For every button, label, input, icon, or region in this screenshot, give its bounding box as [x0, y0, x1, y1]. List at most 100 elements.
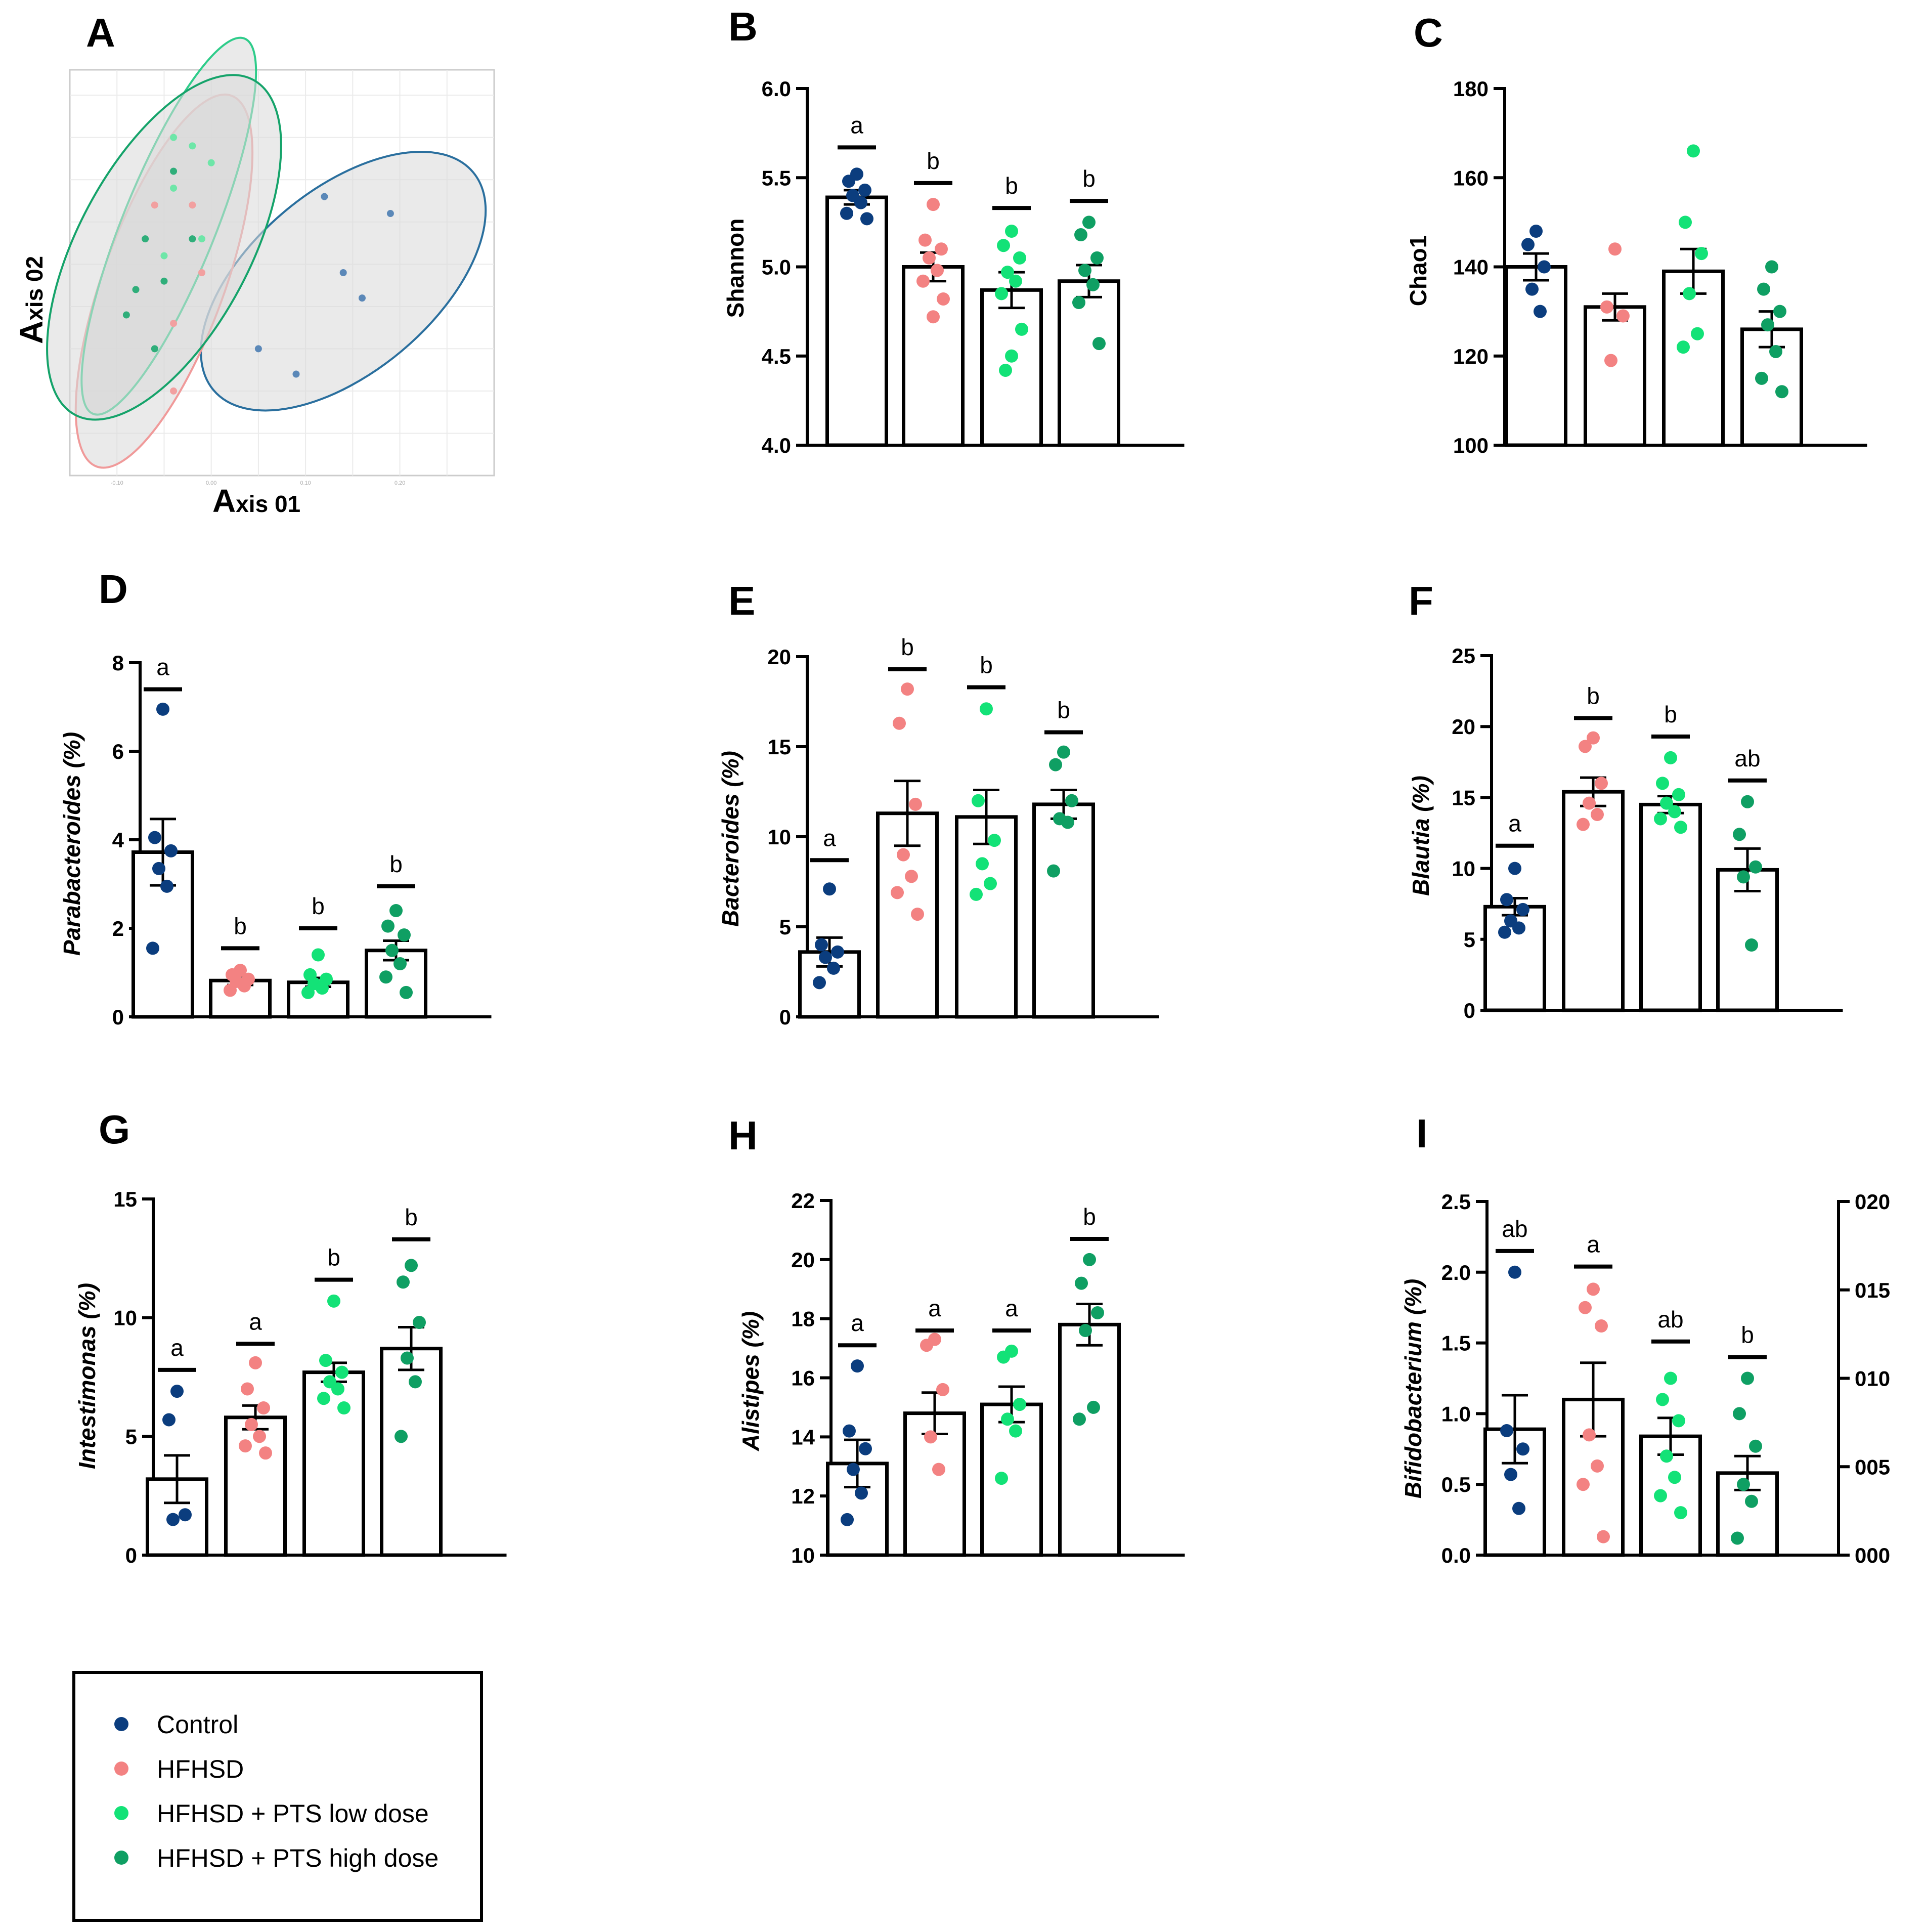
data-point-g3-0: [1741, 1371, 1754, 1385]
pcoa-point-16: [160, 252, 168, 260]
data-point-g3-4: [393, 957, 407, 970]
legend-marker-pts-low: [114, 1806, 128, 1820]
data-point-g1-0: [1587, 731, 1600, 745]
data-point-g3-4: [1086, 278, 1100, 291]
pcoa-point-2: [339, 269, 347, 276]
y-tick-label-0: 0: [1464, 999, 1475, 1022]
data-point-g3-0: [1083, 1253, 1096, 1266]
significance-letter-0: a: [851, 1310, 864, 1336]
data-point-g2-6: [1015, 322, 1028, 336]
data-point-g3-0: [1741, 795, 1754, 808]
panel-c-label: C: [1414, 10, 1443, 55]
data-point-g2-7: [1005, 349, 1018, 363]
pcoa-x-tick-2: 0.10: [300, 480, 311, 486]
data-point-g2-0: [327, 1294, 340, 1308]
data-point-g1-6: [259, 1446, 272, 1460]
y-tick-label-5: 25: [1452, 644, 1475, 668]
pcoa-y-axis-label-rest: xis 02: [21, 256, 48, 321]
pcoa-point-5: [292, 370, 300, 378]
data-point-g3-2: [1065, 794, 1078, 807]
data-point-g3-4: [1769, 345, 1782, 358]
data-point-g2-4: [316, 981, 329, 995]
data-point-g1-2: [936, 1383, 949, 1396]
data-point-g0-1: [162, 1413, 176, 1427]
data-point-g0-2: [858, 183, 871, 197]
data-point-g0-3: [819, 951, 832, 964]
data-point-g2-2: [1672, 1414, 1685, 1428]
data-point-g1-2: [909, 797, 922, 811]
y-tick-label-1: 12: [791, 1484, 815, 1508]
bar-hfhsd-pts-high-dose: [1032, 802, 1095, 1019]
data-point-g0-0: [1508, 1265, 1521, 1279]
data-point-g2-3: [976, 857, 989, 871]
y-tick-label-6: 22: [791, 1189, 815, 1213]
significance-letter-1: a: [249, 1308, 262, 1335]
data-point-g3-2: [398, 928, 411, 942]
data-point-g1-4: [253, 1430, 266, 1443]
pcoa-y-axis-label-initial: A: [13, 321, 50, 344]
y-tick-label-1: 2: [112, 917, 124, 940]
y-tick-label-1: 5: [1464, 928, 1475, 952]
pcoa-point-15: [198, 235, 206, 243]
data-point-g3-2: [1773, 305, 1786, 318]
data-point-g1-3: [245, 1418, 258, 1431]
data-point-g3-1: [397, 1275, 410, 1289]
significance-letter-1: a: [928, 1295, 941, 1321]
data-point-g2-3: [1660, 796, 1673, 810]
data-point-g3-4: [409, 1375, 422, 1389]
data-point-g1-0: [901, 682, 914, 696]
data-point-g0-4: [1534, 305, 1547, 318]
data-point-g2-1: [972, 794, 985, 807]
panel-a-label: A: [86, 10, 115, 55]
panel-e: E 0 5 10 15 20 Bacteroides (%) a b b b: [717, 578, 1159, 1029]
data-point-g3-5: [1073, 1412, 1086, 1426]
y-axis-label: Parabacteroides (%): [59, 732, 85, 956]
y-tick-label-5: 2.5: [1441, 1190, 1471, 1214]
data-point-g1-4: [1591, 1459, 1604, 1473]
significance-letter-3: b: [389, 851, 403, 877]
data-point-g0-4: [827, 961, 840, 975]
data-point-g1-2: [1595, 1319, 1608, 1333]
y-tick-label-3: 1.5: [1441, 1332, 1471, 1355]
data-point-g0-4: [854, 196, 867, 209]
data-point-g0-1: [1500, 1424, 1513, 1437]
panel-g-label: G: [99, 1107, 130, 1152]
bar-hfhsd-pts-low-dose: [980, 1402, 1043, 1557]
bar-hfhsd: [209, 978, 272, 1019]
data-point-g2-2: [1695, 247, 1708, 261]
data-point-g3-2: [1749, 1439, 1762, 1453]
pcoa-point-13: [207, 159, 215, 166]
pcoa-y-axis-label: Axis 02: [13, 256, 50, 344]
data-point-g2-6: [1674, 1506, 1687, 1520]
pcoa-point-10: [170, 387, 178, 395]
y-tick-label-2: 140: [1453, 255, 1489, 279]
data-point-g1-3: [923, 251, 936, 265]
pcoa-point-20: [132, 286, 140, 293]
legend-label-pts-high: HFHSD + PTS high dose: [157, 1844, 439, 1872]
significance-letter-3: b: [1057, 697, 1070, 723]
legend-label-pts-low: HFHSD + PTS low dose: [157, 1799, 429, 1828]
panel-d: D 0 2 4 6 8 Parabacteroides (%) a b b b: [59, 567, 492, 1029]
data-point-g1-3: [1604, 354, 1617, 367]
data-point-g2-4: [1009, 1424, 1022, 1438]
data-point-g0-2: [179, 1508, 192, 1522]
data-point-g3-0: [1057, 745, 1070, 759]
data-point-g3-0: [1765, 260, 1778, 274]
data-point-g2-3: [1660, 1449, 1673, 1463]
data-point-g0-1: [815, 938, 828, 952]
data-point-g0-3: [152, 862, 165, 875]
significance-letter-0: a: [1508, 810, 1521, 837]
panel-h: H 10 12 14 16 18 20 22 Alistipes (%) a a a b: [728, 1113, 1185, 1567]
data-point-g3-4: [1061, 815, 1074, 829]
significance-letter-2: b: [327, 1244, 340, 1271]
data-point-g0-5: [1498, 925, 1511, 939]
data-point-g0-1: [148, 831, 161, 844]
pcoa-point-9: [170, 320, 178, 327]
data-point-g0-0: [1508, 862, 1521, 875]
data-point-g3-3: [1761, 318, 1774, 332]
pcoa-x-tick-3: 0.20: [395, 480, 405, 486]
pcoa-x-axis-label: Axis 01: [212, 483, 300, 519]
data-point-g2-3: [1001, 1412, 1014, 1426]
confidence-ellipse-pts-high: [46, 74, 282, 421]
y-tick-label-3: 15: [113, 1187, 137, 1211]
